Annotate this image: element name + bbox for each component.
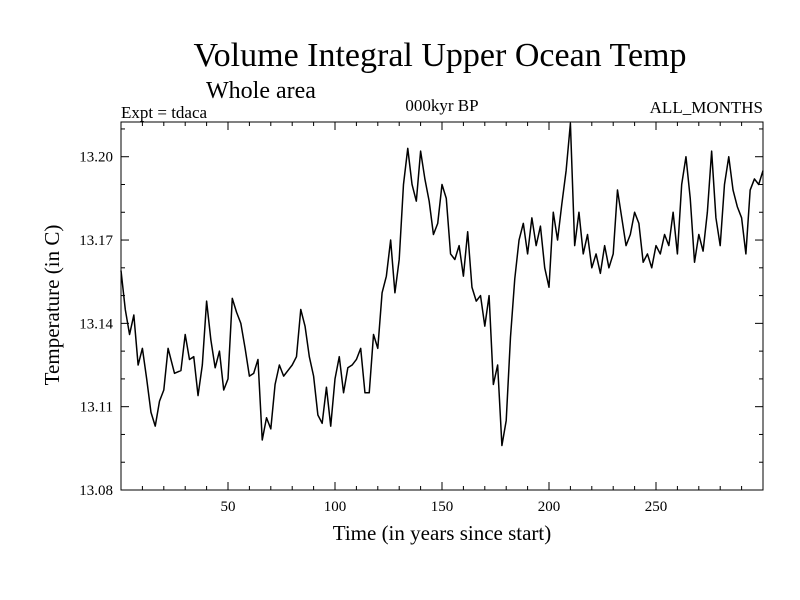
x-tick-label: 250 (645, 499, 668, 515)
chart-title: Volume Integral Upper Ocean Temp (194, 37, 687, 74)
plot-frame (120, 121, 764, 491)
series-line (120, 122, 764, 447)
axis-ticks (121, 122, 763, 490)
x-tick-label: 200 (538, 499, 561, 515)
annotation-right: ALL_MONTHS (650, 98, 763, 117)
x-tick-label: 100 (324, 499, 347, 515)
x-tick-label: 50 (221, 499, 236, 515)
x-axis-label: Time (in years since start) (333, 521, 552, 545)
y-tick-label: 13.20 (79, 150, 113, 166)
axis-tick-labels: 50 100 150 200 250 13.08 13.11 13.14 13.17 13.20 (79, 150, 667, 515)
chart-subtitle: Whole area (206, 78, 316, 104)
y-tick-label: 13.11 (80, 400, 113, 416)
y-tick-label: 13.08 (79, 483, 113, 499)
y-tick-label: 13.17 (79, 233, 113, 249)
y-tick-label: 13.14 (79, 316, 113, 332)
x-tick-label: 150 (431, 499, 454, 515)
annotation-left: Expt = tdaca (121, 103, 208, 122)
series-group (120, 122, 764, 447)
y-axis-label: Temperature (in C) (40, 225, 64, 386)
annotation-center: 000kyr BP (405, 96, 478, 115)
